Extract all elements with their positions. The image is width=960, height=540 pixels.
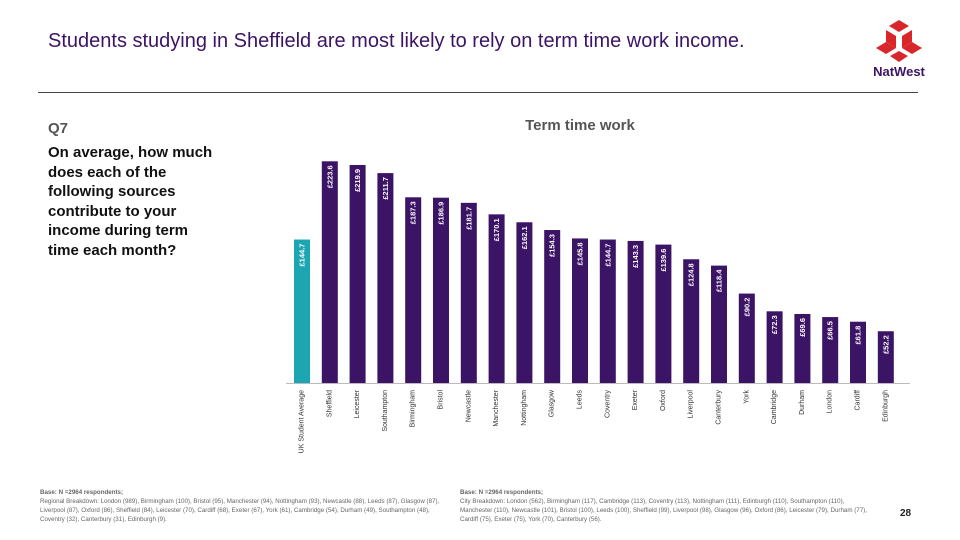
data-label: £118.4: [715, 269, 724, 292]
footnote-city-heading: Base: N =2964 respondents;: [460, 489, 544, 496]
x-tick-label: Cardiff: [855, 390, 862, 411]
x-tick-label: Bristol: [438, 390, 445, 410]
x-tick-label: UK Student Average: [299, 390, 306, 453]
x-tick-label: Durham: [799, 390, 806, 415]
data-label: £223.6: [325, 165, 334, 188]
natwest-logo: NatWest: [868, 18, 930, 84]
bar-canterbury: [711, 265, 727, 383]
footnote-regional: Base: N =2964 respondents; Regional Brea…: [40, 488, 452, 524]
bar-leicester: [349, 164, 366, 383]
data-label: £69.6: [798, 318, 807, 337]
bar-edinburgh: [877, 331, 894, 383]
bar-manchester: [488, 214, 505, 383]
slide-title: Students studying in Sheffield are most …: [48, 30, 745, 52]
bar-london: [822, 317, 839, 383]
x-tick-label: Exeter: [632, 389, 639, 410]
data-label: £181.7: [464, 207, 473, 230]
x-tick-label: Glasgow: [549, 389, 556, 417]
bar-york: [738, 293, 755, 383]
bar-bristol: [433, 197, 449, 383]
data-label: £124.8: [687, 263, 696, 286]
bar-coventry: [599, 239, 616, 383]
question-number: Q7: [48, 120, 69, 137]
natwest-logo-icon: [876, 20, 922, 62]
x-tick-label: Oxford: [660, 390, 667, 411]
bar-sheffield: [321, 161, 338, 383]
x-tick-label: Sheffield: [326, 390, 333, 417]
x-tick-label: Edinburgh: [882, 390, 889, 422]
bar-southampton: [377, 173, 394, 383]
x-tick-label: Leeds: [577, 390, 584, 410]
x-tick-label: Coventry: [604, 390, 611, 419]
x-tick-label: Liverpool: [688, 390, 695, 419]
x-tick-label: Canterbury: [716, 390, 723, 425]
bar-birmingham: [405, 197, 422, 383]
header-divider: [38, 92, 918, 93]
bar-nottingham: [516, 222, 533, 383]
x-tick-label: Cambridge: [771, 390, 778, 424]
x-tick-label: Birmingham: [410, 390, 417, 428]
bar-exeter: [627, 240, 644, 383]
bar-cambridge: [766, 311, 783, 383]
question-text: On average, how much does each of the fo…: [48, 144, 213, 259]
data-label: £139.6: [659, 249, 668, 272]
bar-oxford: [655, 244, 672, 383]
data-label: £144.7: [603, 244, 612, 267]
chart-title: Term time work: [525, 117, 635, 134]
bar-glasgow: [544, 230, 561, 383]
data-label: £144.7: [298, 244, 307, 267]
x-tick-label: Southampton: [382, 390, 389, 432]
bar-newcastle: [460, 202, 477, 383]
data-label: £145.8: [576, 242, 585, 265]
x-tick-label: York: [743, 390, 750, 404]
data-label: £170.1: [492, 218, 501, 241]
data-label: £72.3: [770, 315, 779, 334]
x-tick-label: Newcastle: [465, 390, 472, 422]
bar-liverpool: [683, 259, 700, 383]
data-label: £52.2: [881, 335, 890, 354]
data-label: £186.9: [437, 202, 446, 225]
data-label: £211.7: [381, 177, 390, 200]
data-label: £154.3: [548, 234, 557, 257]
bar-uk-average: [294, 239, 310, 383]
logo-wordmark: NatWest: [873, 64, 925, 79]
footnote-regional-body: Regional Breakdown: London (989), Birmin…: [40, 498, 440, 523]
bar-chart: £144.7 UK Student Average £223.6 Sheffield £…: [286, 161, 910, 453]
bar-leeds: [572, 238, 588, 383]
data-label: £90.2: [742, 298, 751, 317]
data-label: £66.5: [826, 321, 835, 340]
x-tick-label: Nottingham: [521, 390, 528, 426]
x-tick-label: London: [827, 390, 834, 413]
page-number: 28: [900, 508, 912, 519]
x-tick-label: Leicester: [354, 389, 361, 418]
bar-durham: [794, 313, 811, 383]
data-label: £187.3: [409, 201, 418, 224]
data-label: £219.9: [353, 169, 362, 192]
data-label: £162.1: [520, 226, 529, 249]
data-label: £61.8: [854, 326, 863, 345]
data-label: £143.3: [631, 245, 640, 268]
footnote-regional-heading: Base: N =2964 respondents;: [40, 489, 124, 496]
footnote-city: Base: N =2964 respondents; City Breakdow…: [460, 488, 870, 524]
bar-cardiff: [850, 321, 866, 383]
x-tick-label: Manchester: [493, 389, 500, 426]
footnote-city-body: City Breakdown: London (562), Birmingham…: [460, 498, 867, 523]
